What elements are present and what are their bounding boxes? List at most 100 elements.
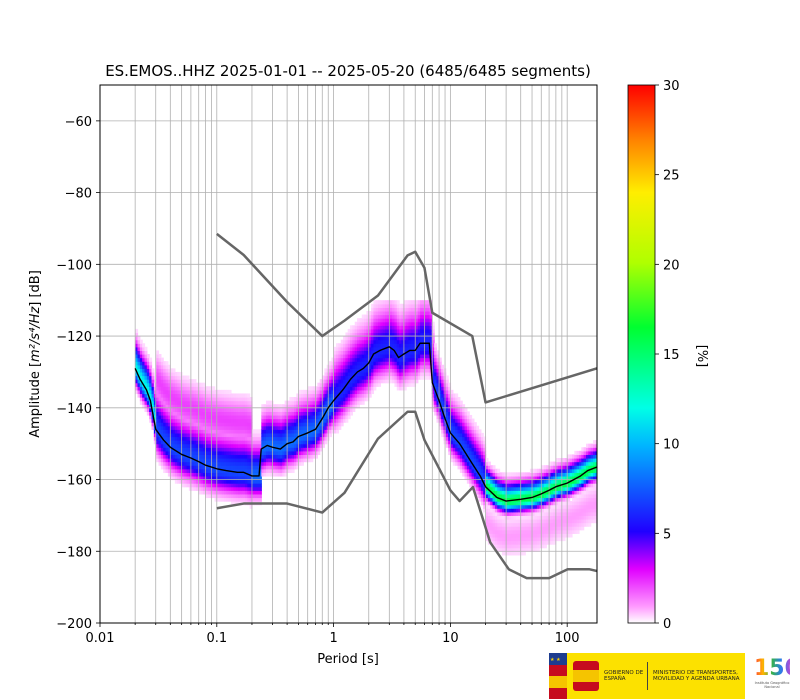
heat-cell [345,418,349,423]
heat-cell [462,450,466,456]
heat-cell [333,414,337,420]
heat-cell [571,483,575,488]
heat-cell [431,350,435,355]
heat-cell [546,540,550,545]
heat-cell [576,501,580,506]
heat-cell [322,379,325,384]
heat-cell [153,400,157,405]
heat-cell [322,404,325,409]
heat-cell [338,371,342,377]
heat-cell [588,483,592,488]
heat-cell [235,475,239,481]
heat-cell [230,404,234,409]
heat-cell [282,407,286,412]
heat-cell [422,343,426,348]
heat-cell [513,479,517,484]
heat-cell [569,522,573,527]
heat-cell [506,511,510,516]
heat-cell [181,475,185,481]
heat-cell [350,393,354,398]
heat-cell [174,411,178,416]
heat-cell [158,393,162,398]
heat-cell [235,447,239,452]
heat-cell [501,544,505,549]
heat-cell [408,307,412,312]
heat-cell [399,332,403,337]
heat-cell [263,411,267,416]
heat-cell [216,458,220,463]
heat-cell [513,529,517,534]
heat-cell [513,540,517,545]
heat-cell [448,440,452,445]
heat-cell [198,382,202,387]
heat-cell [576,497,580,502]
heat-cell [202,436,206,441]
heat-cell [279,458,283,463]
heat-cell [272,404,276,409]
heat-cell [230,418,234,423]
heat-cell [265,461,269,466]
heat-cell [494,508,498,513]
heat-cell [557,511,561,516]
heat-cell [237,429,241,434]
heat-cell [392,332,396,337]
heat-cell [492,472,496,477]
heat-cell [305,414,309,420]
heat-cell [417,346,421,352]
heat-cell [396,357,400,362]
heat-cell [165,371,169,377]
heat-cell [543,465,547,470]
heat-cell [172,382,176,387]
heat-cell [202,461,206,466]
heat-cell [226,447,230,452]
heat-cell [298,404,302,409]
heat-cell [137,361,141,366]
heat-cell [415,336,419,341]
heat-cell [221,404,225,409]
heat-cell [431,354,435,359]
heat-cell [455,407,459,412]
heat-cell [382,303,386,308]
heat-cell [497,479,501,484]
heat-cell [205,429,209,434]
heat-cell [567,486,571,491]
heat-cell [282,414,286,420]
heat-cell [350,386,354,391]
heat-cell [497,536,501,542]
heat-cell [310,454,314,459]
heat-cell [181,379,185,384]
heat-cell [216,389,220,395]
heat-cell [471,443,475,448]
heat-cell [263,436,267,441]
heat-cell [137,357,141,362]
heat-cell [555,486,559,491]
heat-cell [569,511,573,516]
heat-cell [469,429,473,434]
heat-cell [380,368,384,373]
heat-cell [284,458,288,463]
heat-cell [394,346,398,352]
heat-cell [205,465,209,470]
heat-cell [186,472,190,477]
heat-cell [186,397,190,402]
heat-cell [156,361,160,366]
heat-cell [163,361,167,366]
heat-cell [205,447,209,452]
heat-cell [207,454,211,459]
heat-cell [392,350,396,355]
heat-cell [352,379,356,384]
heat-cell [158,422,162,427]
heat-cell [387,357,391,362]
heat-cell [504,479,508,484]
heat-cell [305,454,309,459]
heat-cell [144,364,148,369]
heat-cell [403,321,407,326]
heat-cell [494,536,498,542]
heat-cell [466,443,470,448]
heat-cell [308,411,311,416]
heat-cell [237,440,241,445]
heat-cell [462,465,466,470]
heat-cell [151,389,155,395]
y-tick-label: −100 [56,258,92,273]
heat-cell [494,522,498,527]
